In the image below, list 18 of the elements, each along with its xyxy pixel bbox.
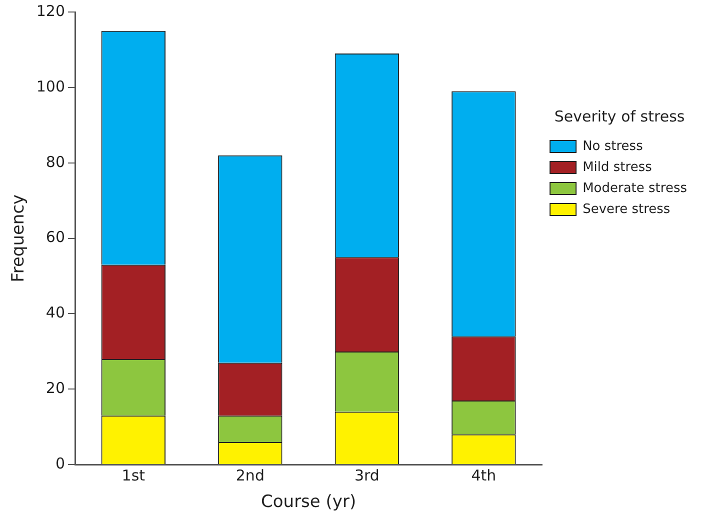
legend-label: No stress: [582, 138, 644, 154]
x-tick-label: 4th: [471, 466, 496, 484]
y-tick-label: 0: [55, 454, 66, 472]
y-tick-label: 80: [46, 152, 66, 171]
x-tick-label: 1st: [122, 466, 146, 484]
y-tick-label: 60: [46, 228, 66, 246]
legend-title: Severity of stress: [554, 107, 685, 126]
legend-label: Mild stress: [582, 160, 652, 175]
x-tick-label: 3rd: [354, 466, 380, 484]
y-axis-title: Frequency: [8, 194, 29, 282]
y-tick-label: 40: [46, 304, 66, 322]
y-tick-label: 100: [36, 77, 66, 96]
x-axis-title: Course (yr): [261, 492, 356, 512]
y-tick-label: 20: [46, 379, 66, 398]
legend-label: Moderate stress: [582, 180, 688, 196]
legend-label: Severe stress: [582, 202, 670, 217]
y-tick-label: 120: [36, 2, 66, 20]
x-tick-label: 2nd: [236, 466, 264, 484]
